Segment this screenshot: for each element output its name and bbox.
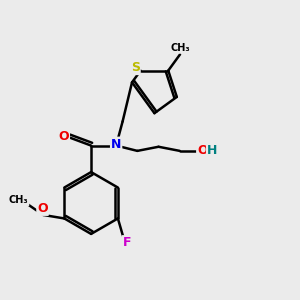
Text: N: N [111, 138, 121, 151]
Text: S: S [131, 61, 140, 74]
Text: F: F [122, 236, 131, 249]
Text: O: O [197, 144, 208, 157]
Text: CH₃: CH₃ [9, 195, 28, 205]
Text: O: O [37, 202, 48, 215]
Text: CH₃: CH₃ [171, 43, 190, 53]
Text: H: H [207, 144, 217, 157]
Text: O: O [58, 130, 69, 143]
